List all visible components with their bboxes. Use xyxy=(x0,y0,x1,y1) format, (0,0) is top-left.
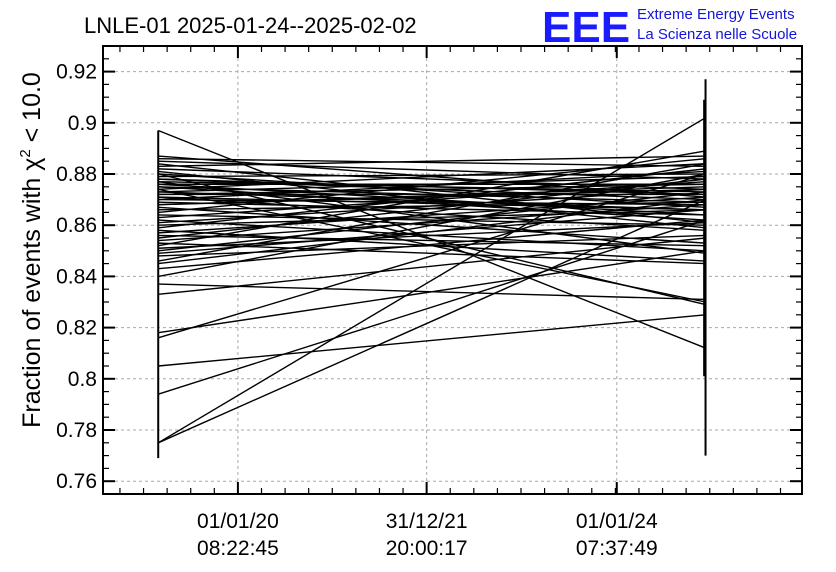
y-tick-label: 0.78 xyxy=(56,419,97,442)
y-tick-label: 0.8 xyxy=(68,368,97,391)
grid xyxy=(103,46,802,494)
y-axis-label-prefix: Fraction of events with xyxy=(18,171,46,428)
y-axis-label-chi: χ xyxy=(18,158,46,171)
x-tick-label-time: 20:00:17 xyxy=(386,537,468,560)
eee-logo: EEE Extreme Energy Events La Scienza nel… xyxy=(542,3,797,52)
x-tick-label-time: 08:22:45 xyxy=(197,537,279,560)
y-tick-label: 0.9 xyxy=(68,112,97,135)
plot-frame xyxy=(103,46,802,494)
x-tick-label-date: 01/01/20 xyxy=(197,510,279,533)
y-tick-label: 0.76 xyxy=(56,470,97,493)
y-axis-label: Fraction of events with χ2 < 10.0 xyxy=(17,72,46,428)
logo-mark: EEE xyxy=(542,3,630,52)
y-tick-label: 0.84 xyxy=(56,265,97,288)
logo-line-1: Extreme Energy Events xyxy=(637,6,795,23)
y-axis-label-superscript: 2 xyxy=(17,149,34,157)
y-axis-label-suffix: < 10.0 xyxy=(18,72,46,149)
x-tick-label-date: 31/12/21 xyxy=(386,510,468,533)
x-tick-label-time: 07:37:49 xyxy=(576,537,658,560)
x-tick-label-date: 01/01/24 xyxy=(576,510,658,533)
data-traces xyxy=(158,79,705,458)
logo-line-2: La Scienza nelle Scuole xyxy=(637,26,797,43)
y-tick-label: 0.92 xyxy=(56,61,97,84)
y-tick-label: 0.82 xyxy=(56,317,97,340)
series-segment xyxy=(158,284,705,299)
chart-title: LNLE-01 2025-01-24--2025-02-02 xyxy=(84,13,417,38)
y-tick-label: 0.88 xyxy=(56,163,97,186)
series-segment xyxy=(158,315,705,366)
y-tick-label: 0.86 xyxy=(56,214,97,237)
